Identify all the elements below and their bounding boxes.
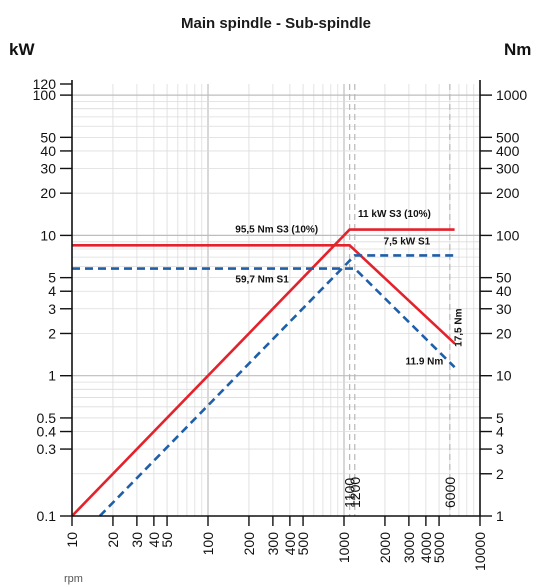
- x-tick-label: 2000: [377, 532, 393, 563]
- annotation-label: 11 kW S3 (10%): [358, 209, 431, 220]
- right-tick-label: 40: [496, 283, 512, 299]
- left-unit-label: kW: [9, 40, 35, 59]
- left-tick-label: 0.1: [37, 508, 57, 524]
- right-tick-label: 100: [496, 227, 520, 243]
- left-tick-label: 1: [48, 368, 56, 384]
- left-tick-label: 0.4: [37, 424, 57, 440]
- x-tick-label: 10: [64, 532, 80, 548]
- left-tick-label: 3: [48, 301, 56, 317]
- series-lines: [71, 228, 456, 517]
- x-tick-label: 500: [295, 532, 311, 556]
- left-tick-label: 0.3: [37, 441, 57, 457]
- annotation-label: 11.9 Nm: [405, 357, 443, 368]
- series-line-1: [72, 244, 456, 345]
- left-tick-label: 50: [40, 129, 56, 145]
- x-tick-label: 400: [282, 532, 298, 556]
- left-tick-label: 10: [40, 227, 56, 243]
- x-tick-label: 20: [105, 532, 121, 548]
- x-tick-label: 200: [241, 532, 257, 556]
- left-tick-label: 0.5: [37, 410, 57, 426]
- right-tick-label: 300: [496, 160, 520, 176]
- right-tick-label: 50: [496, 270, 512, 286]
- right-tick-label: 2: [496, 466, 504, 482]
- left-tick-label: 20: [40, 185, 56, 201]
- axes: [60, 80, 492, 526]
- series-line-2: [71, 228, 455, 517]
- left-tick-label: 2: [48, 325, 56, 341]
- marker-label-1100: 1100: [342, 478, 358, 508]
- right-tick-label: 30: [496, 301, 512, 317]
- left-tick-label: 120: [33, 76, 57, 92]
- series-line-4: [98, 254, 455, 517]
- x-tick-label: 10000: [472, 532, 488, 571]
- left-tick-label: 40: [40, 143, 56, 159]
- left-tick-label: 30: [40, 160, 56, 176]
- x-axis-label: rpm: [64, 573, 83, 585]
- labels: 0.10.30.40.51234510203040501001201234510…: [33, 76, 528, 571]
- x-tick-label: 5000: [431, 532, 447, 563]
- x-tick-label: 40: [146, 532, 162, 548]
- right-tick-label: 1: [496, 508, 504, 524]
- right-unit-label: Nm: [504, 40, 531, 59]
- x-tick-label: 30: [129, 532, 145, 548]
- right-tick-label: 5: [496, 410, 504, 426]
- right-tick-label: 400: [496, 143, 520, 159]
- right-tick-label: 500: [496, 129, 520, 145]
- right-tick-label: 4: [496, 424, 504, 440]
- chart-title: Main spindle - Sub-spindle: [181, 15, 371, 32]
- grid: [72, 84, 480, 516]
- x-tick-label: 100: [200, 532, 216, 556]
- right-tick-label: 20: [496, 325, 512, 341]
- x-tick-label: 3000: [401, 532, 417, 563]
- x-tick-label: 300: [265, 532, 281, 556]
- right-tick-label: 3: [496, 441, 504, 457]
- x-tick-label: 1000: [336, 532, 352, 563]
- marker-label-6000: 6000: [442, 477, 458, 508]
- left-tick-label: 4: [48, 283, 56, 299]
- right-tick-label: 10: [496, 368, 512, 384]
- annotation-label: 59,7 Nm S1: [235, 275, 289, 286]
- x-tick-label: 4000: [418, 532, 434, 563]
- annotation-label: 95,5 Nm S3 (10%): [235, 224, 318, 235]
- right-tick-label: 1000: [496, 87, 527, 103]
- annotation-label: 17,5 Nm: [453, 308, 464, 346]
- marker-label-1200: 1200: [347, 477, 363, 508]
- annotation-label: 7,5 kW S1: [384, 237, 431, 248]
- left-tick-label: 100: [33, 87, 57, 103]
- x-tick-label: 50: [159, 532, 175, 548]
- left-tick-label: 5: [48, 270, 56, 286]
- right-tick-label: 200: [496, 185, 520, 201]
- series-line-3: [72, 267, 456, 369]
